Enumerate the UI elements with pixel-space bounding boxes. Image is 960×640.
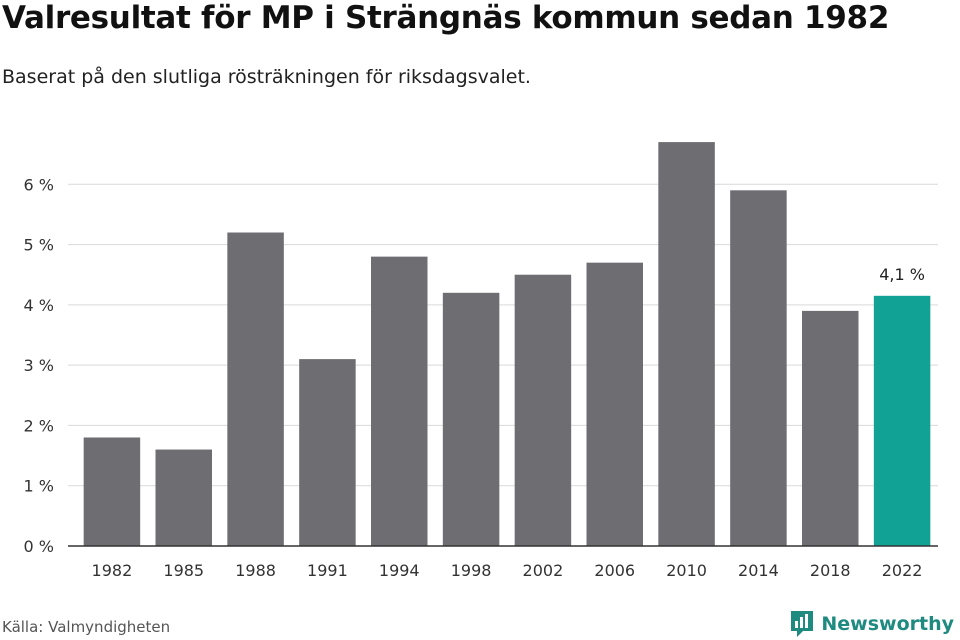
x-tick-label: 1994 xyxy=(379,561,420,580)
y-tick-label: 0 % xyxy=(24,537,54,556)
bar-chart: 0 % 1 % 2 % 3 % 4 % 5 % 6 % 1982 1985 1988 1991 199… xyxy=(24,142,938,580)
brand-logo: Newsworthy xyxy=(789,609,954,639)
y-tick-label: 6 % xyxy=(24,175,54,194)
y-tick-label: 2 % xyxy=(24,416,54,435)
bar xyxy=(873,295,931,546)
x-tick-label: 1985 xyxy=(163,561,204,580)
x-tick-label: 1998 xyxy=(451,561,492,580)
x-tick-label: 2014 xyxy=(738,561,779,580)
y-tick-label: 3 % xyxy=(24,356,54,375)
x-tick-label: 2006 xyxy=(594,561,635,580)
x-tick-label: 2002 xyxy=(523,561,564,580)
newsworthy-logo-icon xyxy=(791,611,814,637)
brand-name: Newsworthy xyxy=(821,613,954,635)
bar xyxy=(514,274,572,546)
x-tick-label: 2022 xyxy=(882,561,923,580)
y-tick-label: 4 % xyxy=(24,296,54,315)
bar xyxy=(155,449,212,546)
bar xyxy=(442,292,500,546)
y-tick-label: 1 % xyxy=(24,477,54,496)
bar xyxy=(299,359,356,546)
x-tick-label: 2010 xyxy=(666,561,707,580)
bar xyxy=(371,256,428,546)
bar xyxy=(730,190,787,547)
bar xyxy=(586,262,643,546)
data-label: 4,1 % xyxy=(879,265,925,284)
bar xyxy=(658,142,715,547)
x-tick-label: 1988 xyxy=(235,561,276,580)
x-tick-label: 1991 xyxy=(307,561,348,580)
bar xyxy=(227,232,284,546)
page-title: Valresultat för MP i Strängnäs kommun se… xyxy=(2,0,890,36)
chart-subtitle: Baserat på den slutliga rösträkningen fö… xyxy=(2,66,531,88)
y-tick-label: 5 % xyxy=(24,236,54,255)
bar xyxy=(802,310,859,546)
x-tick-label: 2018 xyxy=(810,561,851,580)
bar xyxy=(83,437,141,546)
x-tick-label: 1982 xyxy=(92,561,133,580)
source-note: Källa: Valmyndigheten xyxy=(2,618,171,636)
